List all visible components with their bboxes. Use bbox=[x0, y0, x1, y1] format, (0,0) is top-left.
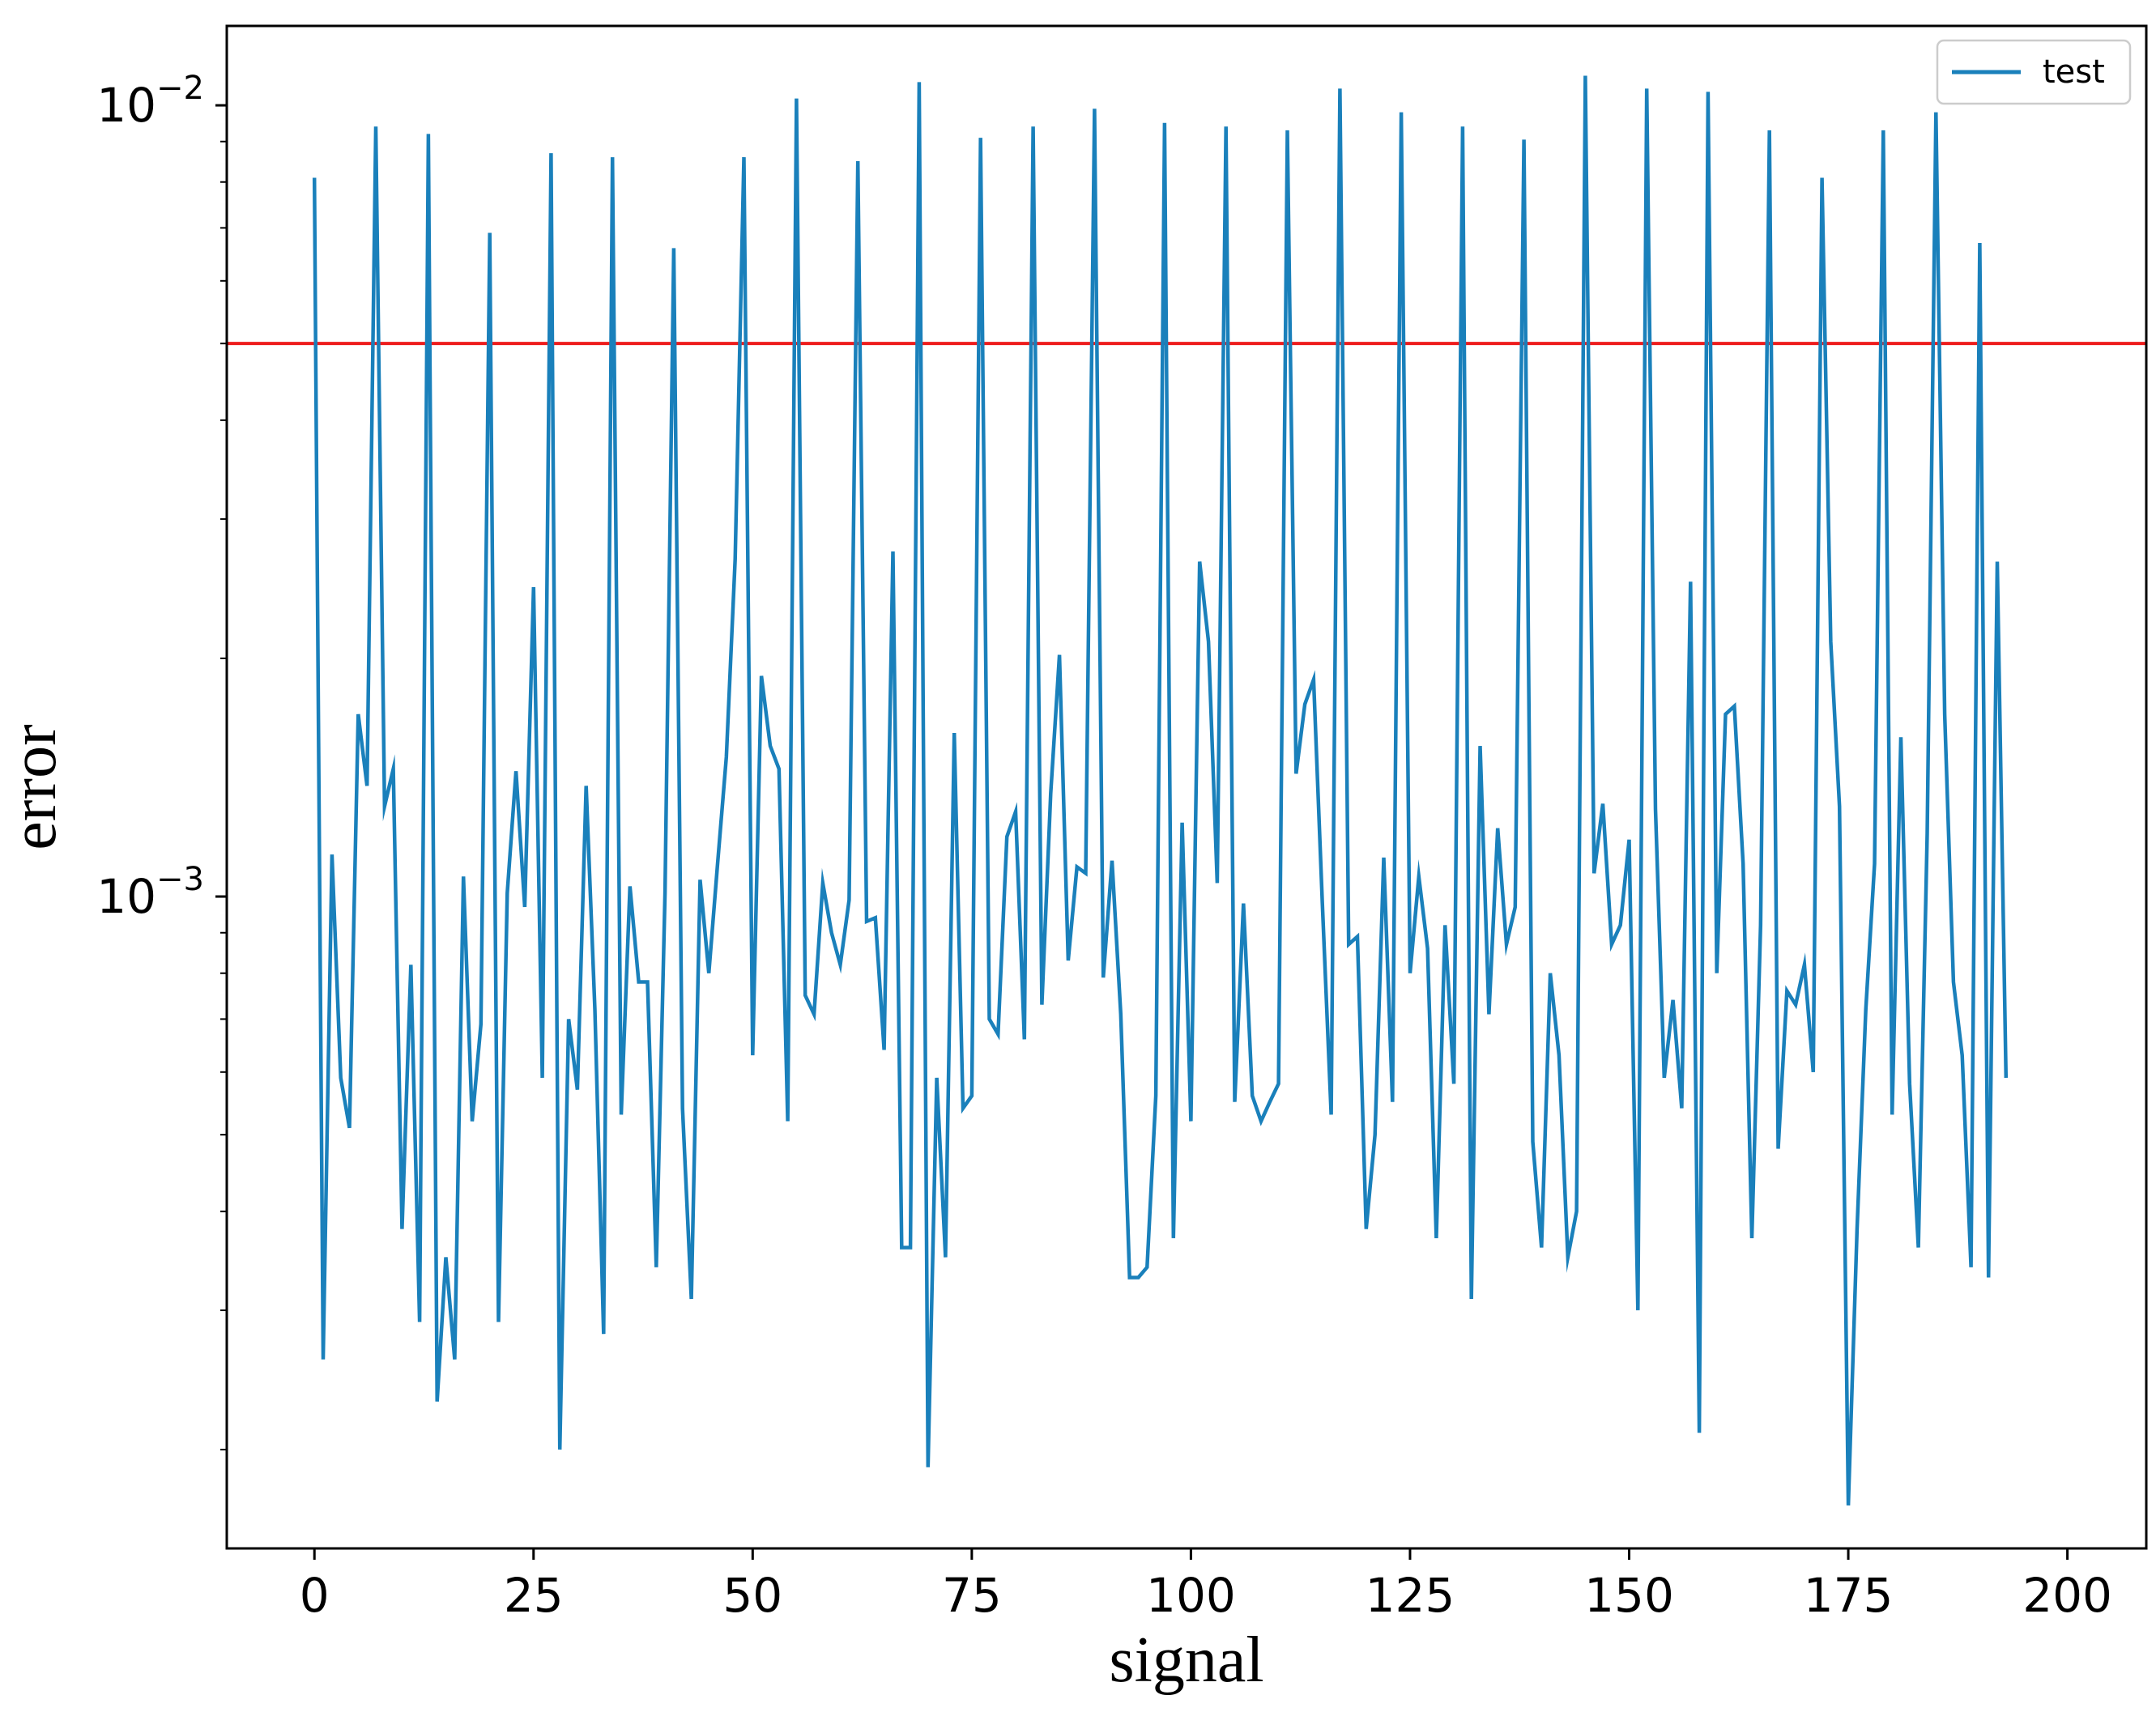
y-tick-label: 10−2 bbox=[96, 70, 204, 133]
axes-frame bbox=[225, 24, 2148, 1550]
x-tick-label: 200 bbox=[2022, 1568, 2112, 1623]
x-tick-label: 175 bbox=[1804, 1568, 1894, 1623]
x-tick-label: 100 bbox=[1146, 1568, 1236, 1623]
y-axis: 10−3 10−2 bbox=[96, 70, 227, 1450]
x-tick-label: 0 bbox=[300, 1568, 330, 1623]
legend-box bbox=[1936, 39, 2132, 105]
x-tick-label: 125 bbox=[1366, 1568, 1455, 1623]
x-tick-label: 25 bbox=[504, 1568, 564, 1623]
x-axis: 0 25 50 75 100 125 150 175 200 bbox=[300, 1548, 2112, 1623]
y-axis-label: error bbox=[0, 724, 70, 850]
plot-area bbox=[227, 75, 2146, 1505]
x-tick-label: 50 bbox=[722, 1568, 782, 1623]
legend-label-test: test bbox=[2043, 53, 2105, 91]
x-tick-label: 75 bbox=[942, 1568, 1002, 1623]
x-tick-label: 150 bbox=[1584, 1568, 1674, 1623]
series-line-test bbox=[312, 75, 2009, 1505]
y-tick-label: 10−3 bbox=[96, 861, 204, 924]
legend: test bbox=[1936, 39, 2132, 105]
x-axis-label: signal bbox=[1109, 1625, 1263, 1696]
